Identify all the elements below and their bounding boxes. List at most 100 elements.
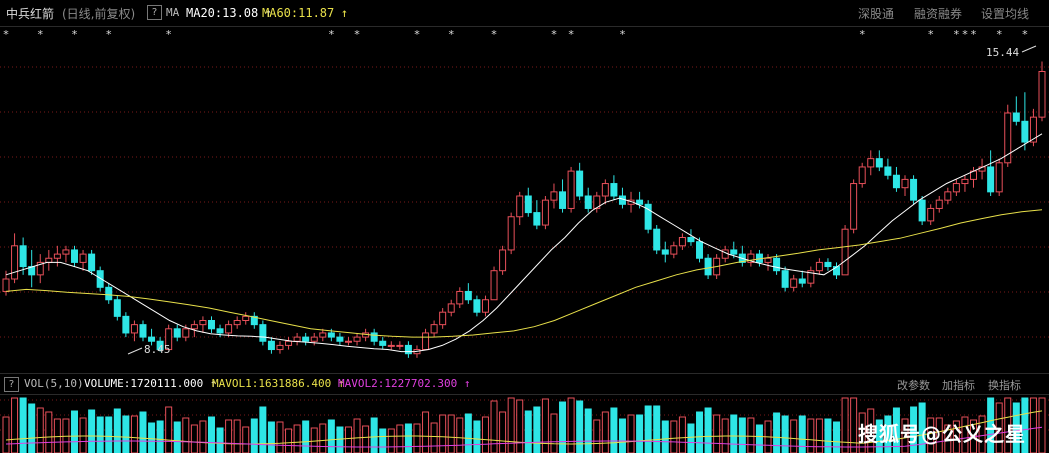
volume-bar-up — [456, 417, 464, 453]
volume-bar-up — [935, 417, 943, 453]
volume-bar-up — [670, 420, 678, 453]
volume-bar-down — [1012, 402, 1020, 453]
volume-bar-up — [242, 426, 250, 453]
candle-down — [96, 270, 104, 288]
edit-params-button[interactable]: 改参数 — [897, 379, 930, 392]
volume-bar-up — [815, 418, 823, 453]
candle-up — [190, 324, 198, 330]
volume-bar-up — [225, 419, 233, 453]
margin-trading-button[interactable]: 融资融券 — [914, 7, 963, 21]
mavol2-value: MAVOL2:1227702.300 ↑ — [338, 377, 471, 390]
candle-down — [336, 336, 344, 342]
volume-bar-down — [773, 412, 781, 453]
volume-bar-down — [687, 423, 695, 453]
candle-up — [310, 336, 318, 342]
candle-up — [507, 216, 515, 251]
volume-bar-up — [36, 407, 44, 453]
volume-bar-down — [918, 402, 926, 453]
volume-bar-down — [464, 413, 472, 453]
volume-bar-up — [396, 424, 404, 453]
candle-up — [747, 253, 755, 263]
candle-up — [182, 328, 190, 338]
candle-down — [687, 237, 695, 243]
volume-bar-down — [259, 406, 267, 453]
candle-down — [559, 191, 567, 209]
volume-bar-up — [319, 423, 327, 453]
chart-mode: (日线,前复权) — [62, 7, 136, 21]
candle-up — [225, 324, 233, 334]
candle-down — [1012, 112, 1020, 122]
hk-connect-button[interactable]: 深股通 — [858, 7, 895, 21]
candle-down — [524, 195, 532, 214]
candle-up — [481, 299, 489, 313]
candle-up — [45, 257, 53, 263]
volume-bar-up — [344, 426, 352, 453]
volume-bar-down — [267, 421, 275, 453]
candle-up — [344, 340, 352, 343]
volume-bar-up — [353, 418, 361, 453]
candle-down — [833, 266, 841, 276]
volume-bar-up — [182, 417, 190, 453]
ma20-line — [5, 133, 1043, 353]
volume-bar-up — [190, 424, 198, 453]
volume-bar-down — [370, 417, 378, 453]
candle-up — [1038, 71, 1046, 118]
add-indicator-button[interactable]: 加指标 — [942, 379, 975, 392]
candle-up — [353, 336, 361, 342]
volume-bar-down — [113, 408, 121, 453]
candle-down — [250, 315, 258, 326]
volume-bar-up — [807, 418, 815, 453]
stock-name: 中兵红箭 — [6, 7, 55, 21]
candle-down — [781, 270, 789, 288]
marker: * — [3, 28, 9, 41]
candle-down — [473, 299, 481, 313]
candle-down — [892, 174, 900, 189]
candle-down — [207, 320, 215, 330]
volume-bar-down — [327, 419, 335, 453]
volume-bar-up — [165, 406, 173, 453]
volume-indicator-name: VOL(5,10) — [24, 377, 84, 390]
volume-bar-down — [781, 415, 789, 453]
help-icon[interactable]: ? — [4, 377, 19, 392]
set-ma-button[interactable]: 设置均线 — [981, 7, 1030, 21]
volume-bar-up — [422, 411, 430, 453]
help-icon[interactable]: ? — [147, 5, 162, 20]
candle-up — [764, 257, 772, 263]
candle-down — [696, 241, 704, 259]
candle-down — [19, 245, 27, 268]
volume-bar-up — [790, 419, 798, 453]
chart-header: 中兵红箭 (日线,前复权) ? MA MA20:13.08 ↑ MA60:11.… — [0, 0, 1049, 27]
switch-indicator-button[interactable]: 换指标 — [988, 379, 1021, 392]
candle-up — [79, 253, 87, 263]
candle-down — [1021, 120, 1029, 143]
volume-bar-down — [618, 418, 626, 453]
volume-bar-up — [867, 408, 875, 453]
volume-bar-down — [216, 427, 224, 453]
candle-up — [11, 245, 19, 280]
volume-bar-down — [156, 420, 164, 453]
volume-bar-up — [713, 414, 721, 453]
volume-bar-up — [481, 416, 489, 453]
volume-bar-down — [644, 405, 652, 453]
mavol1-value: MAVOL1:1631886.400 ↑ — [212, 377, 345, 390]
candle-up — [841, 228, 849, 276]
volume-bar-up — [490, 400, 498, 453]
volume-bar-up — [978, 415, 986, 453]
marker: * — [928, 28, 934, 41]
volume-bar-up — [53, 418, 61, 453]
candle-down — [267, 340, 275, 351]
volume-bar-down — [122, 415, 130, 453]
volume-bar-up — [678, 416, 686, 453]
arrow-up-icon: ↑ — [340, 6, 349, 20]
volume-bar-up — [199, 420, 207, 453]
candle-up — [293, 336, 301, 342]
marker: * — [568, 28, 574, 41]
candle-up — [858, 166, 866, 185]
candle-down — [464, 290, 472, 301]
candle-up — [927, 207, 935, 222]
volume-bar-down — [610, 407, 618, 453]
volume-bar-up — [276, 421, 284, 453]
candle-up — [130, 324, 138, 334]
marker: * — [859, 28, 865, 41]
candle-up — [593, 195, 601, 209]
